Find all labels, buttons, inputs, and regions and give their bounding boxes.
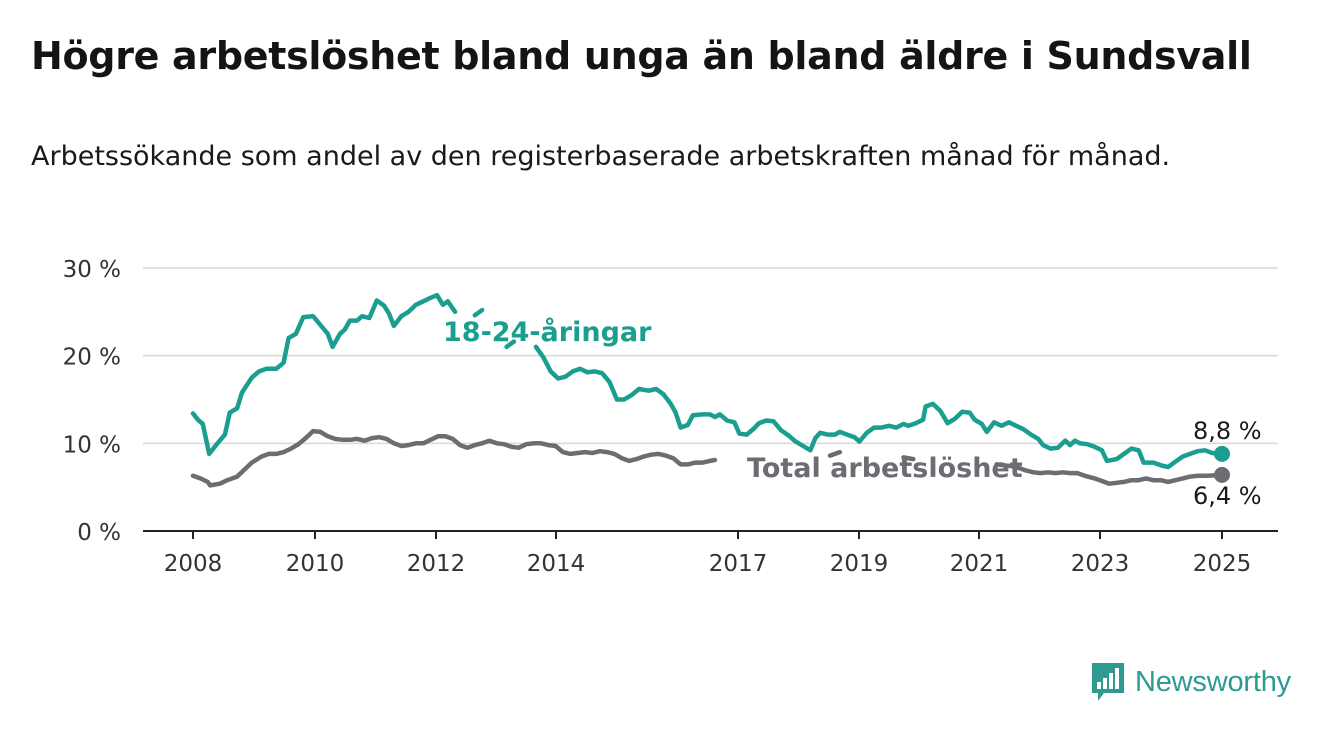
- brand-name: Newsworthy: [1135, 665, 1291, 698]
- series-line-youth: [533, 344, 1225, 470]
- y-tick-label: 0 %: [77, 520, 121, 546]
- x-axis-ticks: 2008 2010 2012 2014 2017 2019 2021 2023 2025: [164, 531, 1252, 577]
- series-line-total: [827, 449, 843, 458]
- y-tick-label: 10 %: [63, 432, 121, 458]
- series-line-total: [994, 462, 1225, 486]
- x-tick-label: 2008: [164, 551, 223, 577]
- x-tick-label: 2010: [286, 551, 345, 577]
- series-lines: [190, 292, 1230, 488]
- y-tick-label: 20 %: [63, 345, 121, 371]
- x-tick-label: 2017: [709, 551, 768, 577]
- x-tick-label: 2014: [527, 551, 586, 577]
- chart-title: Högre arbetslöshet bland unga än bland ä…: [31, 34, 1252, 78]
- series-label-total: Total arbetslöshet: [747, 453, 1023, 484]
- x-tick-label: 2012: [407, 551, 466, 577]
- x-tick-label: 2021: [950, 551, 1009, 577]
- x-tick-label: 2023: [1071, 551, 1130, 577]
- series-labels: 18-24-åringar Total arbetslöshet 8,8 % 6…: [443, 316, 1262, 510]
- end-point-youth: [1214, 445, 1230, 462]
- line-chart: 0 % 10 % 20 % 30 % 2008 2010 2012 2014 2017 2019…: [63, 257, 1278, 577]
- x-tick-label: 2025: [1193, 551, 1252, 577]
- end-value-label-total: 6,4 %: [1193, 482, 1262, 510]
- y-tick-label: 30 %: [63, 257, 121, 283]
- series-line-total: [190, 428, 718, 488]
- newsworthy-bar-chart-icon: [1092, 663, 1124, 701]
- series-line-youth: [504, 339, 517, 350]
- series-line-youth: [190, 292, 458, 457]
- chart-subtitle: Arbetssökande som andel av den registerb…: [31, 141, 1171, 172]
- x-tick-label: 2019: [830, 551, 889, 577]
- gridlines: [143, 267, 1278, 532]
- series-line-total: [901, 455, 916, 462]
- end-point-total: [1214, 466, 1230, 483]
- y-axis-ticks: 0 % 10 % 20 % 30 %: [63, 257, 121, 546]
- newsworthy-logo: Newsworthy: [1090, 661, 1291, 703]
- series-label-youth: 18-24-åringar: [443, 316, 652, 348]
- end-value-label-youth: 8,8 %: [1193, 417, 1262, 445]
- series-line-youth: [472, 307, 485, 318]
